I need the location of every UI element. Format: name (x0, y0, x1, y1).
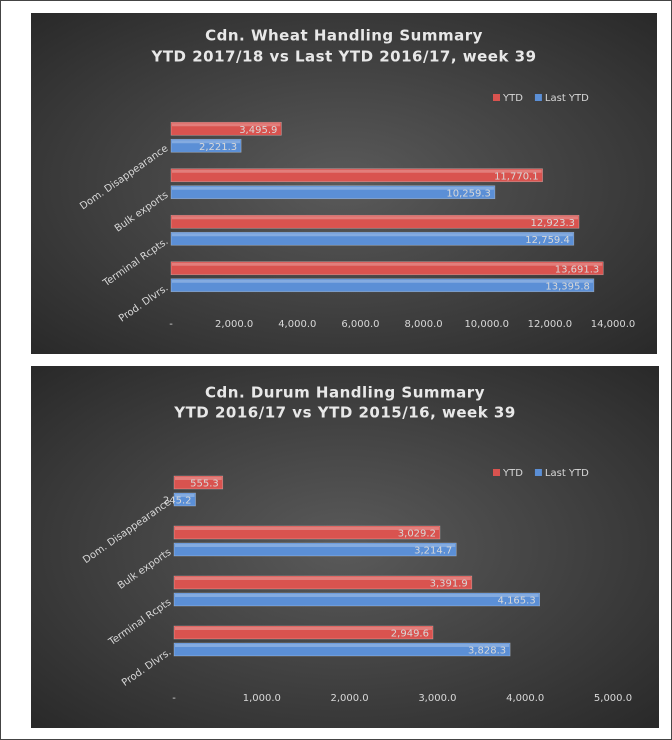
x-tick-label: - (172, 693, 176, 704)
bar (173, 475, 224, 490)
x-tick-label: 6,000.0 (341, 319, 379, 330)
value-label: 3,214.7 (414, 546, 452, 557)
chart-title: Cdn. Wheat Handling Summary (205, 27, 483, 45)
x-tick-label: 3,000.0 (418, 693, 456, 704)
bar (173, 592, 541, 607)
value-label: 555.3 (190, 479, 219, 490)
legend-swatch (493, 94, 500, 101)
value-label: 2,949.6 (391, 629, 429, 640)
value-label: 12,759.4 (525, 235, 570, 246)
value-label: 10,259.3 (446, 188, 491, 199)
legend-swatch (493, 469, 500, 476)
bar (170, 138, 242, 153)
bar-highlight (172, 140, 241, 144)
bar-highlight (175, 477, 222, 480)
x-tick-label: - (169, 319, 173, 330)
legend-label: Last YTD (545, 93, 589, 104)
bar (170, 121, 282, 136)
bar (170, 185, 496, 200)
bar-highlight (172, 233, 573, 237)
bar (170, 278, 595, 293)
bar (170, 261, 604, 276)
x-tick-label: 12,000.0 (528, 319, 573, 330)
value-label: 13,395.8 (545, 281, 590, 292)
x-tick-label: 2,000.0 (331, 693, 369, 704)
x-tick-label: 1,000.0 (243, 693, 281, 704)
chart-title: Cdn. Durum Handling Summary (205, 384, 485, 402)
x-tick-label: 14,000.0 (591, 319, 636, 330)
bar-highlight (172, 123, 281, 127)
chart: Cdn. Wheat Handling Summary YTD 2017/18 v… (31, 13, 657, 354)
value-label: 11,770.1 (494, 171, 539, 182)
bar-highlight (172, 262, 603, 266)
bar (173, 525, 441, 540)
bar-highlight (175, 594, 539, 597)
bar (173, 492, 196, 507)
chart-subtitle: YTD 2017/18 vs Last YTD 2016/17, week 39 (150, 48, 536, 66)
x-tick-label: 10,000.0 (464, 319, 509, 330)
bar-highlight (175, 527, 439, 530)
legend-label: Last YTD (545, 468, 589, 479)
bar-highlight (172, 186, 494, 190)
value-label: 12,923.3 (530, 218, 575, 229)
x-tick-label: 5,000.0 (594, 693, 632, 704)
bar-highlight (175, 494, 195, 497)
bar (170, 214, 580, 229)
value-label: 2,221.3 (199, 142, 237, 153)
bar (170, 231, 575, 246)
value-label: 3,495.9 (239, 125, 277, 136)
bar-highlight (175, 577, 471, 580)
value-label: 3,029.2 (398, 529, 436, 540)
value-label: 3,391.9 (430, 579, 468, 590)
bar (173, 625, 434, 640)
bar (173, 575, 473, 590)
bar-highlight (172, 169, 542, 173)
bar (173, 542, 457, 557)
chart: Cdn. Durum Handling Summary YTD 2016/17 v… (31, 366, 659, 728)
bar-highlight (172, 216, 579, 220)
legend-swatch (534, 469, 542, 476)
legend-label: YTD (502, 468, 523, 479)
value-label: 3,828.3 (468, 646, 506, 657)
bar-highlight (175, 544, 456, 547)
bar-highlight (175, 627, 432, 630)
legend-label: YTD (502, 93, 523, 104)
x-tick-label: 8,000.0 (404, 319, 442, 330)
bar-highlight (175, 644, 510, 647)
chart-background (31, 13, 657, 354)
value-label: 4,165.3 (498, 596, 536, 607)
bar (170, 168, 543, 183)
x-tick-label: 4,000.0 (506, 693, 544, 704)
legend-swatch (534, 94, 542, 101)
value-label: 13,691.3 (555, 264, 600, 275)
x-tick-label: 2,000.0 (215, 319, 253, 330)
x-tick-label: 4,000.0 (278, 319, 316, 330)
bar (173, 642, 511, 657)
chart-subtitle: YTD 2016/17 vs YTD 2015/16, week 39 (173, 404, 516, 422)
value-label: 245.2 (163, 496, 192, 507)
bar-highlight (172, 279, 593, 283)
